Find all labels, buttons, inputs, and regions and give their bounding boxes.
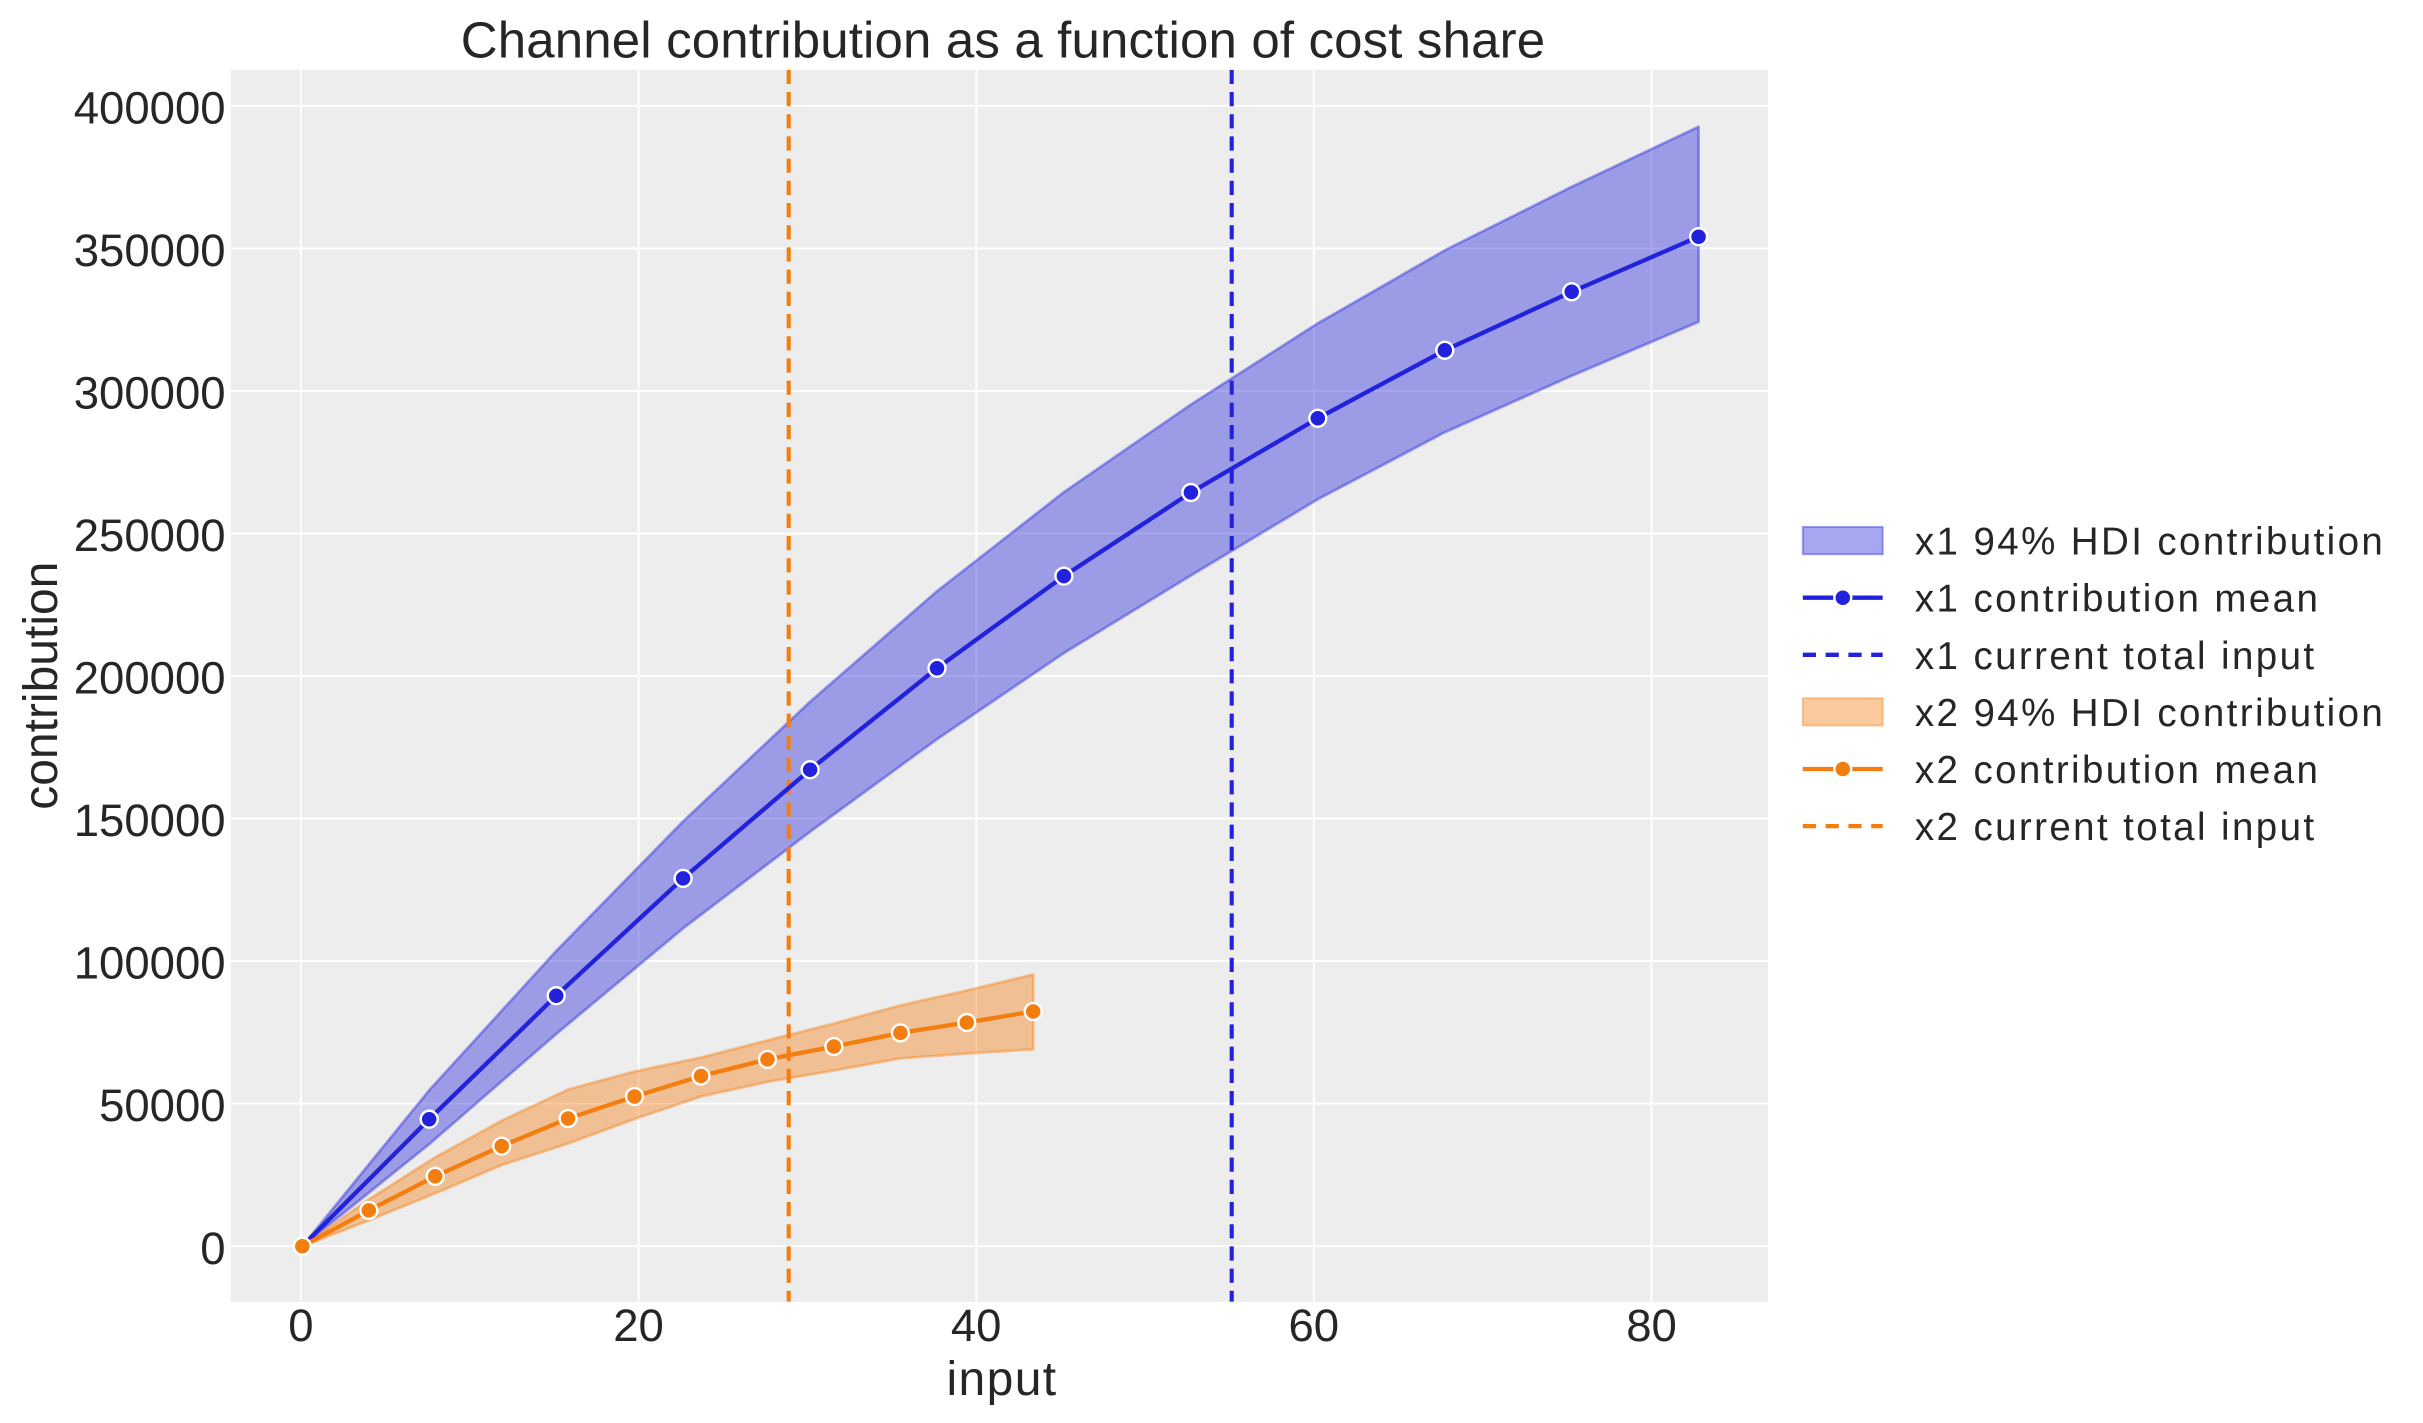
svg-text:input: input <box>946 1353 1057 1406</box>
svg-text:x2 contribution mean: x2 contribution mean <box>1915 749 2320 792</box>
svg-text:40: 40 <box>951 1300 1002 1351</box>
svg-text:200000: 200000 <box>74 653 226 704</box>
svg-text:300000: 300000 <box>74 368 226 419</box>
svg-text:0: 0 <box>288 1300 313 1351</box>
svg-text:100000: 100000 <box>74 938 226 989</box>
svg-text:x1 contribution mean: x1 contribution mean <box>1915 578 2320 621</box>
svg-text:0: 0 <box>200 1223 225 1274</box>
svg-text:x1 94% HDI contribution: x1 94% HDI contribution <box>1915 521 2385 564</box>
svg-text:x1 current total input: x1 current total input <box>1915 635 2317 678</box>
svg-text:60: 60 <box>1288 1300 1339 1351</box>
svg-text:400000: 400000 <box>74 82 226 133</box>
svg-text:350000: 350000 <box>74 225 226 276</box>
svg-text:x2 current total input: x2 current total input <box>1915 806 2317 849</box>
svg-text:150000: 150000 <box>74 795 226 846</box>
svg-text:contribution: contribution <box>15 562 68 810</box>
svg-text:x2 94% HDI contribution: x2 94% HDI contribution <box>1915 692 2385 735</box>
svg-text:Channel contribution as a func: Channel contribution as a function of co… <box>461 12 1546 69</box>
svg-text:80: 80 <box>1626 1300 1677 1351</box>
svg-text:50000: 50000 <box>99 1080 226 1131</box>
svg-text:250000: 250000 <box>74 510 226 561</box>
svg-text:20: 20 <box>613 1300 664 1351</box>
